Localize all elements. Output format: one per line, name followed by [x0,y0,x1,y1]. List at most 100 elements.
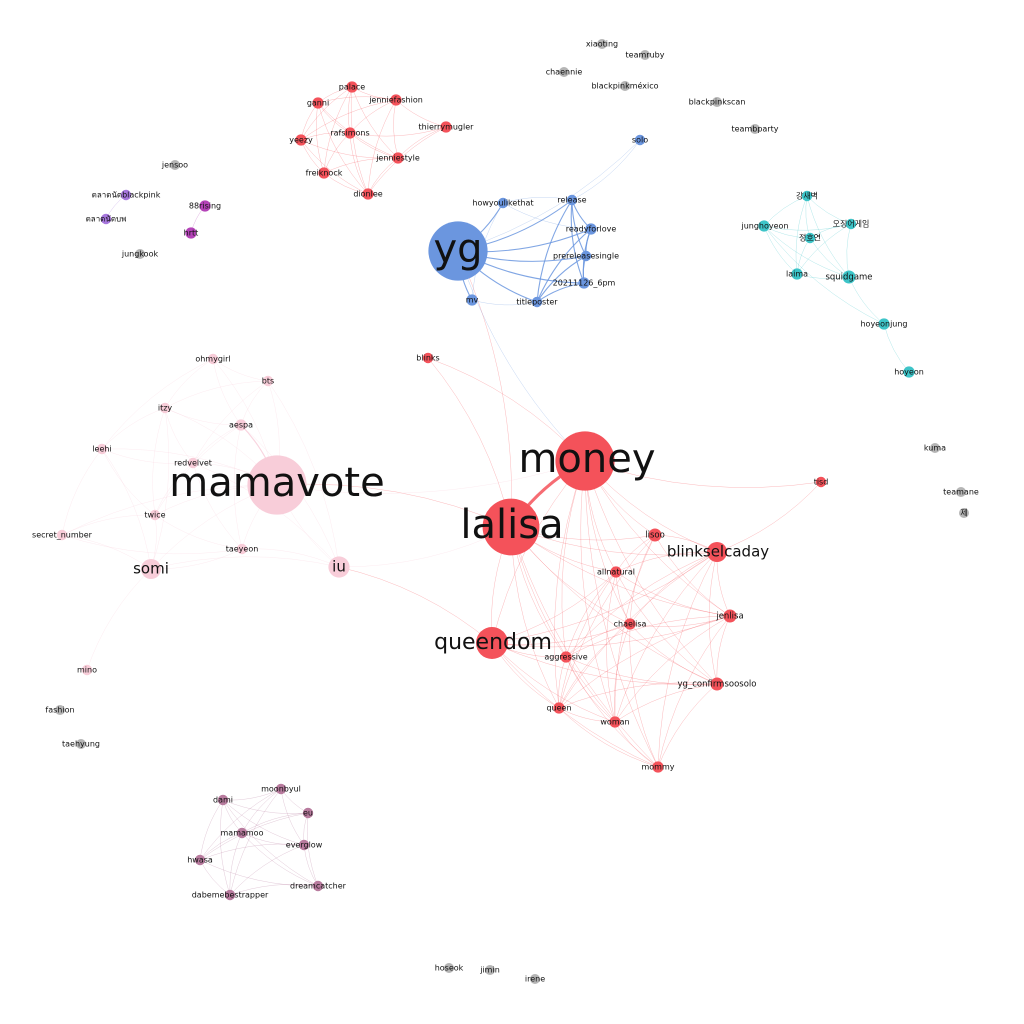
node-allnatural[interactable] [610,566,622,578]
node-hrtt[interactable] [185,227,197,239]
node-blinkselcaday[interactable] [707,542,727,562]
node-label-jenlisa: jenlisa [715,612,743,622]
node-je[interactable] [959,508,969,518]
node-label-aggressive: aggressive [544,653,587,662]
node-eu[interactable] [302,807,314,819]
node-88rising[interactable] [199,200,211,212]
node-label-jimin: jimin [479,966,500,975]
node-queendom[interactable] [476,627,508,659]
node-20211126_6pm[interactable] [578,277,590,289]
node-jenniefashion[interactable] [390,94,402,106]
node-laima[interactable] [791,268,803,280]
edge-dami-eu [222,799,309,814]
node-howyoulikethat[interactable] [497,197,509,209]
node-lisoo[interactable] [648,528,662,542]
node-taehyung[interactable] [76,739,86,749]
node-yg[interactable] [428,221,488,281]
node-label-iu: iu [332,558,346,576]
node-talad_bp[interactable] [100,213,112,225]
node-label-hoyeon: hoyeon [894,368,924,377]
node-blackpinkmexico[interactable] [620,81,630,91]
node-irene[interactable] [530,974,540,984]
node-squidgamekor[interactable] [845,218,857,230]
node-iu[interactable] [328,556,350,578]
node-yg_confirmsoosolo[interactable] [710,677,724,691]
node-yeezy[interactable] [295,134,307,146]
node-itzy[interactable] [159,402,171,414]
node-teambparty[interactable] [750,124,760,134]
node-palace[interactable] [346,81,358,93]
node-dionlee[interactable] [362,188,374,200]
node-taeyeon[interactable] [236,543,248,555]
node-jimin[interactable] [485,965,495,975]
node-jenniestyle[interactable] [392,152,404,164]
node-everglow[interactable] [298,839,310,851]
node-teamruby[interactable] [640,50,650,60]
node-label-xiaoting: xiaoting [586,40,618,49]
node-titleposter[interactable] [531,296,543,308]
node-release[interactable] [566,194,578,206]
node-talad_blackpink[interactable] [120,189,132,201]
node-twice[interactable] [149,509,161,521]
node-blinks[interactable] [422,352,434,364]
node-blackpinkscan[interactable] [712,97,722,107]
node-jenlisa[interactable] [723,609,737,623]
node-teamane[interactable] [956,487,966,497]
node-jensoo[interactable] [170,160,180,170]
edge-money-queen [554,460,586,709]
node-label-release: release [557,196,586,205]
node-readyforlove[interactable] [585,223,597,235]
edge-aggressive-mommy [565,656,659,768]
edge-chaelisa-queen [558,623,631,709]
node-squidgame[interactable] [842,270,856,284]
node-thierrymugler[interactable] [440,121,452,133]
node-freiknock[interactable] [318,167,330,179]
node-woman[interactable] [609,716,621,728]
node-hoyeonjung[interactable] [878,318,890,330]
node-jungkook[interactable] [135,249,145,259]
node-dami[interactable] [217,794,229,806]
edge-queen-mommy [558,707,659,768]
node-money[interactable] [555,431,615,491]
node-leehi[interactable] [96,443,108,455]
node-aggressive[interactable] [560,651,572,663]
node-hoyeon[interactable] [903,366,915,378]
node-junghoyeonkor[interactable] [804,232,816,244]
node-aespa[interactable] [235,419,247,431]
node-chaennie[interactable] [559,67,569,77]
node-label-mv: mv [466,296,479,305]
node-redvelvet[interactable] [187,457,199,469]
node-queen[interactable] [553,702,565,714]
node-xiaoting[interactable] [597,39,607,49]
node-bts[interactable] [262,375,274,387]
node-dreamcatcher[interactable] [312,880,324,892]
edge-somi-mino [86,568,152,671]
node-fashion[interactable] [55,705,65,715]
node-prereleasesingle[interactable] [580,250,592,262]
node-tisd[interactable] [815,476,827,488]
edge-yeezy-dionlee [300,139,369,195]
node-label-everglow: everglow [286,841,323,850]
node-hwasa[interactable] [194,854,206,866]
node-solo[interactable] [634,134,646,146]
node-chaelisa[interactable] [624,618,636,630]
node-somi[interactable] [141,559,161,579]
node-kuma[interactable] [930,443,940,453]
node-rafsimons[interactable] [344,127,356,139]
node-mommy[interactable] [652,761,664,773]
edge-release-howyoulikethat [502,197,573,204]
node-mamavote[interactable] [247,455,307,515]
node-jungkor1[interactable] [801,190,813,202]
node-junghoyeon[interactable] [758,220,770,232]
node-dabemebestrapper[interactable] [224,889,236,901]
edge-chaelisa-mommy [629,623,659,768]
node-hoseok[interactable] [444,963,454,973]
node-mino[interactable] [81,664,93,676]
node-lalisa[interactable] [482,498,540,556]
node-mv[interactable] [466,294,478,306]
node-moonbyul[interactable] [275,783,287,795]
node-ohmygirl[interactable] [207,353,219,365]
node-ganni[interactable] [312,97,324,109]
node-mamamoo[interactable] [236,827,248,839]
node-secret_number[interactable] [56,529,68,541]
